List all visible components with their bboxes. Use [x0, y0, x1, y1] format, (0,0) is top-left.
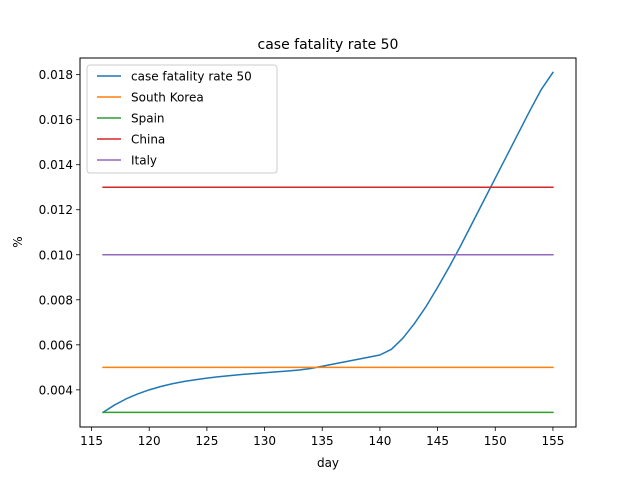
x-tick-label: 135	[311, 434, 334, 448]
y-tick-label: 0.012	[39, 203, 73, 217]
y-tick-label: 0.018	[39, 68, 73, 82]
x-tick-label: 125	[195, 434, 218, 448]
x-tick-label: 115	[80, 434, 103, 448]
y-tick-label: 0.006	[39, 338, 73, 352]
x-tick-label: 140	[368, 434, 391, 448]
legend-label-4: Italy	[131, 154, 157, 168]
y-tick-label: 0.010	[39, 248, 73, 262]
x-axis-label: day	[317, 456, 339, 470]
x-axis: 115 120 125 130 135 140 145 150 155	[80, 427, 564, 448]
legend-label-1: South Korea	[131, 91, 204, 105]
x-tick-label: 130	[253, 434, 276, 448]
x-tick-label: 120	[138, 434, 161, 448]
x-tick-label: 150	[484, 434, 507, 448]
x-tick-label: 155	[541, 434, 564, 448]
chart-title: case fatality rate 50	[258, 37, 399, 53]
legend-label-0: case fatality rate 50	[131, 70, 252, 84]
legend-box	[86, 64, 278, 174]
plot-lines	[102, 71, 554, 414]
y-axis-label: %	[11, 236, 25, 247]
y-tick-label: 0.004	[39, 383, 73, 397]
series-line-0	[102, 71, 554, 414]
legend-label-3: China	[131, 133, 165, 147]
y-tick-label: 0.016	[39, 113, 73, 127]
y-tick-label: 0.014	[39, 158, 73, 172]
y-tick-label: 0.008	[39, 293, 73, 307]
legend-label-2: Spain	[131, 112, 165, 126]
legend: case fatality rate 50 South Korea Spain Chi…	[86, 64, 278, 174]
plot-frame	[79, 57, 577, 428]
y-axis: 0.004 0.006 0.008 0.010 0.012 0.014 0.016 0.018	[39, 68, 80, 397]
x-tick-label: 145	[426, 434, 449, 448]
